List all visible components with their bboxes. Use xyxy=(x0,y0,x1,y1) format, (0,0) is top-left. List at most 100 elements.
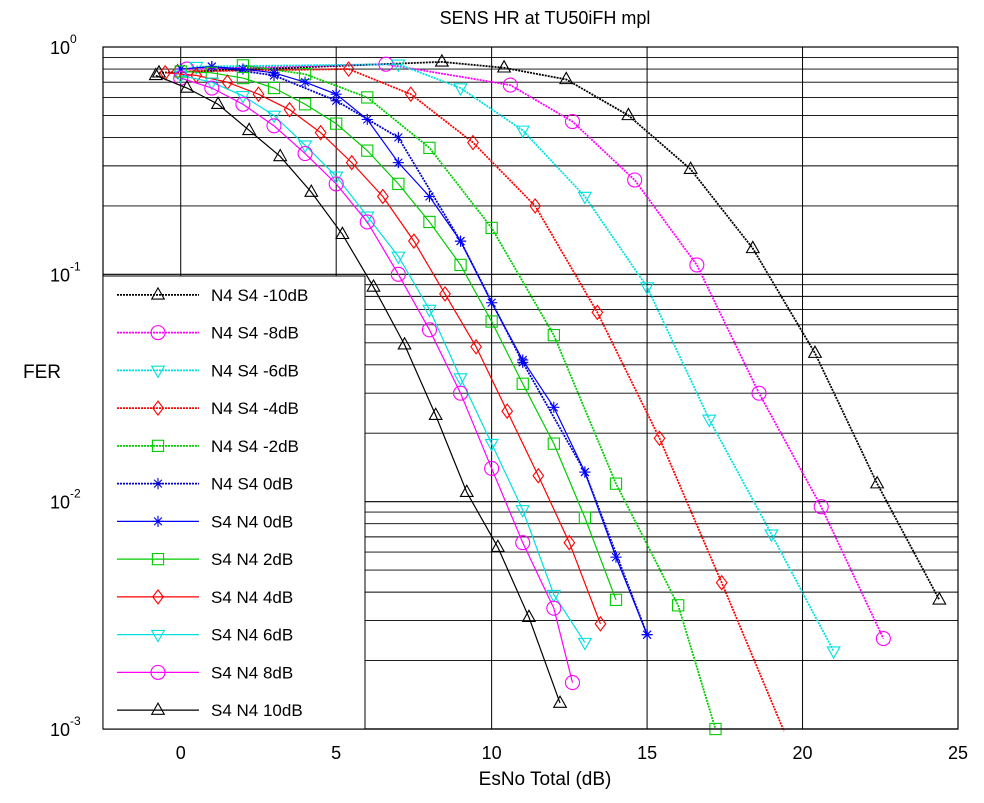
triangle-up-marker xyxy=(397,336,412,350)
triangle-up-marker xyxy=(366,278,381,292)
triangle-up-marker xyxy=(552,694,568,708)
legend-label: N4 S4 0dB xyxy=(211,475,293,494)
star-stroke xyxy=(238,64,248,74)
star-marker xyxy=(361,113,373,126)
triangle-down-marker xyxy=(422,304,437,318)
legend-label: N4 S4 -4dB xyxy=(211,399,299,418)
square-marker xyxy=(267,81,281,95)
diamond-marker xyxy=(501,403,514,420)
legend-label: S4 N4 6dB xyxy=(211,626,293,645)
star-marker xyxy=(454,235,467,247)
triangle-up-marker xyxy=(241,122,257,136)
triangle-up-marker xyxy=(521,609,537,623)
circle-marker xyxy=(689,257,705,273)
legend-label: S4 N4 10dB xyxy=(211,701,303,720)
star-marker xyxy=(299,76,311,88)
diamond-marker xyxy=(407,233,420,250)
triangle-down-marker xyxy=(764,529,779,543)
star-stroke xyxy=(207,62,217,71)
triangle-up-marker xyxy=(434,53,450,67)
legend-item: N4 S4 0dB xyxy=(117,475,293,494)
circle-marker xyxy=(266,118,282,134)
triangle-up-marker xyxy=(304,183,319,197)
triangle-down-marker xyxy=(515,125,530,139)
square-marker xyxy=(423,215,436,229)
circle-marker xyxy=(297,145,313,162)
series-line xyxy=(180,77,574,683)
circle-marker xyxy=(502,77,518,93)
triangle-down-marker xyxy=(150,629,166,643)
series-line xyxy=(177,68,785,732)
y-tick-exponent: 0 xyxy=(70,32,77,46)
diamond-marker xyxy=(152,400,164,417)
square-marker xyxy=(578,511,592,524)
star-stroke xyxy=(362,115,372,124)
chart-title: SENS HR at TU50iFH mpl xyxy=(440,8,651,28)
legend-item: N4 S4 -6dB xyxy=(117,361,299,380)
triangle-up-marker xyxy=(428,407,443,420)
y-tick-label: 10 xyxy=(50,265,70,285)
diamond-marker xyxy=(376,188,389,205)
circle-marker xyxy=(328,176,344,192)
square-marker xyxy=(330,117,343,130)
series-n4-s4--8db xyxy=(179,56,891,647)
legend-item: S4 N4 2dB xyxy=(117,550,293,569)
series-line xyxy=(165,72,602,625)
x-tick-label: 10 xyxy=(482,743,502,763)
triangle-up-marker xyxy=(807,345,823,358)
diamond-marker xyxy=(283,101,296,118)
legend-label: N4 S4 -2dB xyxy=(211,437,299,456)
star-marker xyxy=(206,60,218,73)
star-stroke xyxy=(611,552,621,562)
legend-item: S4 N4 8dB xyxy=(117,663,293,682)
star-marker xyxy=(268,67,280,79)
square-marker xyxy=(609,477,623,490)
series-line xyxy=(186,63,885,639)
triangle-down-marker xyxy=(577,637,593,651)
legend-label: N4 S4 -6dB xyxy=(211,361,299,380)
triangle-up-marker xyxy=(559,71,574,85)
triangle-down-marker xyxy=(546,589,562,603)
circle-marker xyxy=(204,80,220,96)
series-n4-s4--4db xyxy=(171,61,785,732)
triangle-up-marker xyxy=(335,226,350,240)
triangle-down-marker xyxy=(204,77,220,91)
circle-marker xyxy=(564,113,581,130)
circle-marker xyxy=(813,499,829,515)
x-axis-label: EsNo Total (dB) xyxy=(479,769,612,790)
circle-marker xyxy=(235,96,251,112)
triangle-down-marker xyxy=(391,59,406,73)
star-marker xyxy=(330,95,342,107)
y-tick-exponent: -2 xyxy=(70,487,81,501)
triangle-up-marker xyxy=(621,107,636,121)
circle-marker xyxy=(452,385,469,401)
legend-item: S4 N4 6dB xyxy=(117,626,293,645)
star-marker xyxy=(152,515,164,527)
star-marker xyxy=(423,190,436,203)
square-marker xyxy=(516,377,529,390)
circle-marker xyxy=(875,630,891,647)
legend-item: S4 N4 4dB xyxy=(117,588,293,607)
legend-label: S4 N4 2dB xyxy=(211,550,293,569)
star-marker xyxy=(392,157,404,169)
star-marker xyxy=(579,466,591,478)
square-marker xyxy=(392,177,405,191)
diamond-marker xyxy=(190,67,203,84)
triangle-up-marker xyxy=(179,79,195,93)
circle-marker xyxy=(359,214,375,230)
legend: N4 S4 -10dB N4 S4 -8dB N4 S4 -6dB N4 S4 -4d… xyxy=(102,275,366,730)
legend-label: S4 N4 4dB xyxy=(211,588,293,607)
triangle-up-marker xyxy=(148,67,164,81)
star-marker xyxy=(152,478,164,490)
y-axis-label: FER xyxy=(23,362,61,383)
square-marker xyxy=(151,439,165,453)
triangle-down-marker xyxy=(702,414,717,428)
series-s4-n4-0db xyxy=(175,60,653,641)
series-s4-n4-10db xyxy=(148,67,568,708)
triangle-down-marker xyxy=(577,191,593,205)
triangle-down-marker xyxy=(297,140,313,154)
diamond-marker xyxy=(345,154,358,171)
circle-marker xyxy=(150,664,166,680)
